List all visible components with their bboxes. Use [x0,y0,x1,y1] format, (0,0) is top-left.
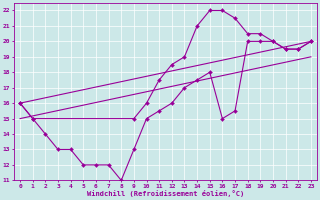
X-axis label: Windchill (Refroidissement éolien,°C): Windchill (Refroidissement éolien,°C) [87,190,244,197]
